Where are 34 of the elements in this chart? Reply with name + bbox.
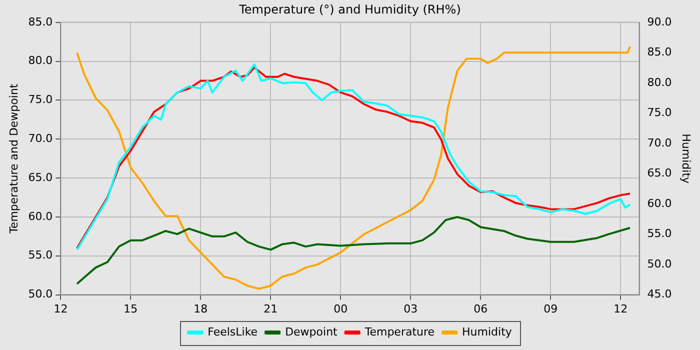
y-tick-label: 60.0 (28, 210, 53, 223)
x-tick-label: 21 (264, 302, 278, 316)
x-tick-label: 00 (334, 302, 348, 316)
y-tick-label: 65.0 (28, 170, 53, 184)
y-tick-label: 85.0 (28, 15, 53, 28)
y-axis-title: Temperature and Dewpoint (7, 83, 20, 234)
y-tick-label: 70.0 (28, 132, 53, 145)
y-tick-label: 55.0 (28, 248, 53, 262)
y2-tick-label: 80.0 (647, 76, 672, 89)
x-tick-label: 15 (124, 302, 138, 316)
y-tick-label: 80.0 (28, 54, 53, 68)
x-tick-label: 18 (194, 302, 208, 316)
legend-label: Dewpoint (285, 325, 338, 338)
legend-label: Temperature (364, 325, 435, 338)
x-tick-label: 12 (614, 302, 628, 316)
y2-tick-label: 60.0 (647, 196, 672, 210)
y2-tick-label: 70.0 (647, 136, 672, 150)
y-tick-label: 50.0 (28, 288, 53, 301)
y2-tick-label: 85.0 (647, 46, 672, 59)
legend-label: FeelsLike (208, 325, 258, 338)
y2-tick-label: 65.0 (647, 166, 672, 180)
y2-tick-label: 45.0 (647, 288, 672, 301)
x-tick-label: 12 (54, 302, 68, 316)
y2-axis-title: Humidity (680, 134, 693, 184)
y2-tick-label: 75.0 (647, 106, 672, 120)
y2-tick-label: 55.0 (647, 227, 672, 240)
x-tick-label: 03 (404, 302, 418, 316)
chart-title: Temperature (°) and Humidity (RH%) (238, 2, 461, 16)
y-tick-label: 75.0 (28, 93, 53, 106)
y2-tick-label: 50.0 (647, 257, 672, 270)
y2-tick-label: 90.0 (647, 15, 672, 28)
x-tick-label: 09 (544, 302, 558, 316)
x-tick-label: 06 (474, 302, 488, 316)
legend-label: Humidity (462, 325, 512, 338)
